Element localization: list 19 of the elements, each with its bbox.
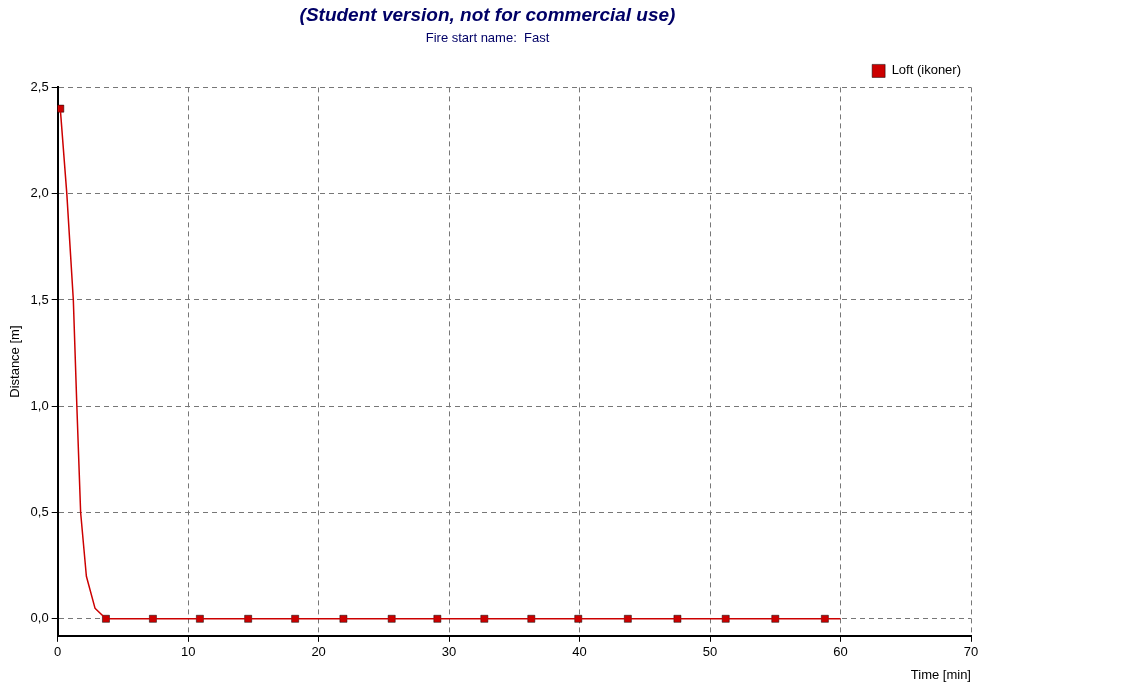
y-tick-label: 1,5 bbox=[30, 291, 49, 307]
y-tick-label: 0,5 bbox=[30, 504, 49, 520]
y-axis-title: Distance [m] bbox=[7, 325, 23, 398]
legend-label: Loft (ikoner) bbox=[891, 62, 962, 78]
x-axis-title: Time [min] bbox=[910, 666, 971, 682]
x-tick-label: 20 bbox=[311, 644, 326, 660]
chart-title: (Student version, not for commercial use) bbox=[299, 3, 676, 25]
x-tick-label: 30 bbox=[441, 644, 457, 660]
y-tick-label: 2,0 bbox=[30, 185, 49, 201]
x-tick-label: 50 bbox=[702, 644, 718, 660]
chart-subtitle: Fire start name: Fast bbox=[425, 30, 550, 46]
y-tick-label: 0,0 bbox=[30, 610, 49, 626]
y-tick-label: 2,5 bbox=[30, 78, 49, 94]
x-tick-label: 40 bbox=[572, 644, 587, 660]
x-tick-label: 70 bbox=[963, 644, 979, 660]
x-tick-label: 0 bbox=[54, 644, 62, 660]
x-tick-label: 60 bbox=[833, 644, 848, 660]
x-tick-label: 10 bbox=[180, 644, 196, 660]
y-tick-label: 1,0 bbox=[30, 397, 49, 413]
